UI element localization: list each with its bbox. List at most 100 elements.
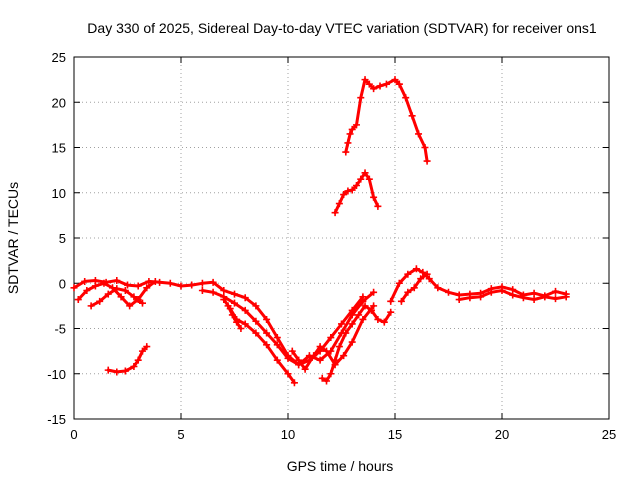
data-point	[130, 293, 138, 301]
x-tick-label: 5	[177, 427, 184, 442]
data-point	[342, 148, 350, 156]
data-point	[391, 76, 399, 84]
data-point	[100, 279, 108, 287]
data-point	[318, 374, 326, 382]
data-point	[151, 277, 159, 285]
data-point	[365, 80, 373, 88]
data-point	[541, 293, 549, 301]
data-point	[425, 275, 433, 283]
data-point	[81, 277, 89, 285]
data-point	[231, 299, 238, 307]
data-point	[477, 293, 485, 301]
data-point	[273, 334, 281, 342]
data-point	[562, 293, 570, 301]
y-tick-label: -5	[54, 322, 66, 337]
data-point	[395, 279, 403, 287]
data-point	[498, 286, 506, 294]
data-point	[284, 370, 292, 378]
series-line-track-7	[226, 304, 243, 330]
y-tick-label: 0	[59, 276, 66, 291]
data-point	[263, 329, 271, 337]
data-point	[335, 200, 343, 208]
data-point	[445, 288, 452, 296]
data-point	[121, 286, 129, 294]
y-tick-label: 25	[52, 50, 66, 65]
data-point	[237, 325, 245, 332]
data-point	[104, 290, 112, 298]
y-tick-label: -10	[47, 367, 66, 382]
data-point	[121, 367, 129, 375]
data-point	[340, 352, 348, 360]
data-point	[220, 296, 228, 304]
data-point	[552, 295, 559, 303]
data-point	[295, 356, 303, 364]
data-point	[346, 130, 354, 138]
data-point	[209, 288, 217, 296]
data-point	[352, 121, 360, 129]
data-point	[348, 311, 356, 319]
data-point	[273, 341, 281, 349]
data-point	[352, 182, 360, 190]
data-point	[323, 347, 331, 355]
data-point	[231, 290, 238, 298]
data-point	[365, 175, 373, 183]
data-point	[348, 186, 356, 194]
data-point	[423, 270, 431, 278]
y-tick-label: 10	[52, 186, 66, 201]
series-line-track-14	[344, 78, 401, 154]
data-point	[241, 306, 249, 314]
data-point	[348, 125, 356, 133]
data-point	[331, 356, 339, 364]
data-point	[361, 169, 369, 177]
data-point	[340, 191, 348, 199]
data-point	[370, 193, 378, 201]
data-point	[331, 209, 339, 217]
data-point	[74, 296, 82, 304]
data-point	[316, 356, 324, 364]
data-point	[357, 94, 365, 102]
data-point	[370, 85, 378, 93]
series-line-track-2	[76, 279, 157, 308]
data-point	[220, 286, 228, 294]
data-point	[434, 284, 442, 292]
data-point	[348, 338, 356, 346]
data-point	[417, 275, 425, 283]
data-point	[397, 297, 405, 305]
data-point	[252, 317, 260, 325]
data-point	[530, 296, 538, 304]
x-axis-label: GPS time / hours	[287, 458, 394, 474]
x-tick-label: 10	[281, 427, 295, 442]
x-tick-label: 0	[70, 427, 77, 442]
data-point	[519, 294, 527, 302]
data-point	[370, 302, 378, 310]
data-point	[376, 82, 384, 90]
data-point	[241, 320, 249, 328]
data-point	[355, 311, 363, 319]
series-line-track-9	[320, 304, 393, 383]
data-point	[374, 315, 382, 323]
data-point	[348, 320, 356, 328]
data-point	[87, 302, 95, 310]
data-point	[421, 144, 429, 151]
data-point	[466, 294, 474, 302]
data-point	[83, 286, 91, 294]
data-point	[228, 311, 236, 319]
data-point	[104, 366, 112, 374]
data-point	[145, 277, 153, 285]
data-point	[273, 356, 281, 364]
data-point	[188, 281, 196, 289]
data-point	[419, 268, 427, 276]
data-point	[177, 282, 185, 290]
data-point	[113, 277, 121, 285]
data-point	[395, 80, 403, 88]
data-point	[198, 286, 206, 294]
data-point	[382, 80, 390, 88]
data-point	[509, 291, 517, 299]
data-point	[370, 288, 378, 296]
chart-title: Day 330 of 2025, Sidereal Day-to-day VTE…	[87, 20, 597, 36]
data-point	[134, 356, 142, 364]
data-point	[410, 284, 418, 292]
data-point	[404, 270, 412, 278]
data-point	[209, 278, 217, 286]
